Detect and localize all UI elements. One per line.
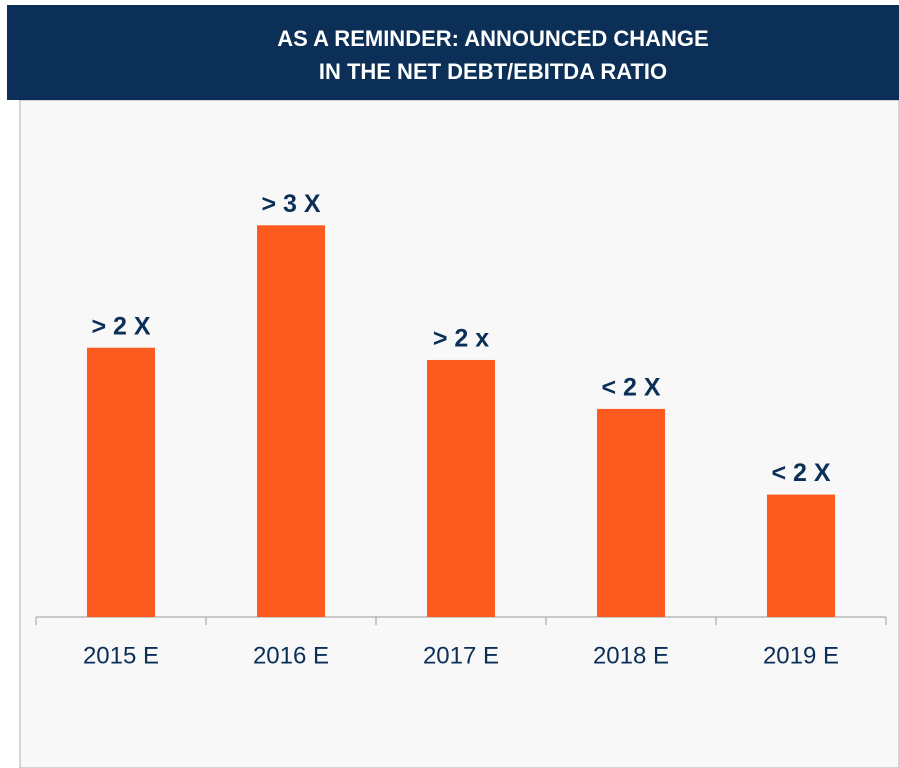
bar: [427, 359, 495, 617]
bar: [597, 408, 665, 617]
value-label: < 2 X: [771, 459, 830, 487]
header: [7, 5, 899, 100]
value-label: > 3 X: [261, 190, 320, 218]
x-tick-label: 2016 E: [253, 642, 329, 669]
x-tick-label: 2015 E: [83, 642, 159, 669]
bar: [257, 225, 325, 617]
value-label: > 2 X: [91, 312, 150, 340]
chart-title: IN THE NET DEBT/EBITDA RATIO: [319, 59, 667, 84]
value-label: > 2 x: [433, 325, 489, 353]
x-tick-label: 2017 E: [423, 642, 499, 669]
x-tick-label: 2019 E: [763, 642, 839, 669]
value-label: < 2 X: [601, 374, 660, 402]
chart-title: AS A REMINDER: ANNOUNCED CHANGE: [277, 26, 708, 51]
bar: [767, 494, 835, 617]
bar: [87, 347, 155, 617]
x-tick-label: 2018 E: [593, 642, 669, 669]
